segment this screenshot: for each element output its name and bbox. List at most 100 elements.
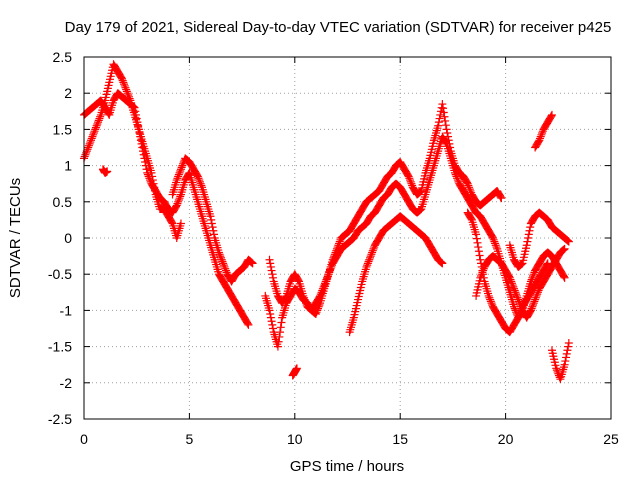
y-tick-label: -0.5 [48, 266, 72, 282]
data-point [195, 177, 204, 186]
data-point [506, 275, 515, 284]
data-point [510, 284, 519, 293]
data-point [243, 319, 252, 328]
data-point [135, 129, 144, 138]
data-point [496, 192, 505, 201]
data-point [529, 300, 538, 309]
data-point [559, 245, 568, 254]
data-point [529, 299, 538, 308]
data-point [476, 273, 485, 282]
data-point [299, 291, 308, 300]
data-point [80, 152, 89, 161]
data-point [491, 241, 500, 250]
data-point [513, 293, 522, 302]
data-point [216, 252, 225, 261]
data-point [505, 273, 514, 282]
data-point [88, 132, 97, 141]
x-tick-label: 15 [392, 431, 408, 447]
data-point [301, 297, 310, 306]
data-point [219, 261, 228, 270]
data-point [221, 266, 230, 275]
data-point [564, 237, 573, 246]
data-point [244, 320, 253, 329]
data-point [466, 186, 475, 195]
data-point [441, 116, 450, 125]
data-point [326, 264, 335, 273]
data-point [317, 288, 326, 297]
data-point [176, 219, 185, 228]
series-arc-13 [98, 165, 112, 177]
data-point [174, 172, 183, 181]
data-point [490, 237, 499, 246]
data-point [325, 268, 334, 277]
data-point [178, 161, 187, 170]
data-point [146, 176, 155, 185]
data-point [207, 215, 216, 224]
data-point [94, 118, 103, 127]
data-point [439, 104, 448, 113]
data-point [209, 226, 218, 235]
data-point [438, 100, 447, 109]
data-point [145, 174, 154, 183]
data-point [323, 272, 332, 281]
data-point [124, 91, 133, 100]
data-point [437, 103, 446, 112]
data-point [327, 262, 336, 271]
y-tick-label: 0 [64, 230, 72, 246]
data-point [176, 165, 185, 174]
data-point [167, 218, 176, 227]
data-point [442, 125, 451, 134]
data-point [479, 266, 488, 275]
data-point [299, 293, 308, 302]
data-point [267, 266, 276, 275]
data-point [552, 366, 561, 375]
data-point [515, 299, 524, 308]
data-point [120, 81, 129, 90]
series-arc-3 [168, 154, 257, 286]
data-point [324, 270, 333, 279]
data-point [364, 257, 373, 266]
data-point [84, 141, 93, 150]
data-point [497, 194, 506, 203]
data-point [136, 132, 145, 141]
data-point [175, 168, 184, 177]
data-point [527, 304, 536, 313]
data-point [196, 179, 205, 188]
data-point [476, 255, 485, 264]
data-point [93, 119, 102, 128]
data-point [134, 125, 143, 134]
data-point [441, 121, 450, 130]
data-point [436, 258, 445, 267]
data-point [247, 258, 256, 267]
data-point [517, 259, 526, 268]
data-point [217, 253, 226, 262]
data-point [453, 174, 462, 183]
data-point [87, 136, 96, 145]
data-point [215, 250, 224, 259]
data-point [292, 364, 301, 373]
data-point [311, 310, 320, 319]
data-point [484, 291, 493, 300]
data-point [528, 302, 537, 311]
data-point [81, 150, 90, 159]
data-point [526, 223, 535, 232]
y-tick-label: 2.5 [53, 49, 73, 65]
data-point [532, 291, 541, 300]
data-point [509, 282, 518, 291]
y-tick-label: 1.5 [53, 121, 73, 137]
data-point [122, 85, 131, 94]
data-point [477, 270, 486, 279]
y-tick-label: -2 [60, 375, 73, 391]
data-point [217, 255, 226, 264]
y-tick-label: 1 [64, 158, 72, 174]
data-point [562, 353, 571, 362]
data-point [438, 259, 447, 268]
data-point [467, 214, 476, 223]
data-point [120, 80, 129, 89]
y-axis-ticks: -2.5 -2 -1.5 -1 -0.5 0 0.5 1 1.5 2 2.5 [48, 49, 611, 427]
data-point [302, 299, 311, 308]
data-point [514, 297, 523, 306]
data-point [564, 342, 573, 351]
data-point [207, 219, 216, 228]
data-point [561, 357, 570, 366]
